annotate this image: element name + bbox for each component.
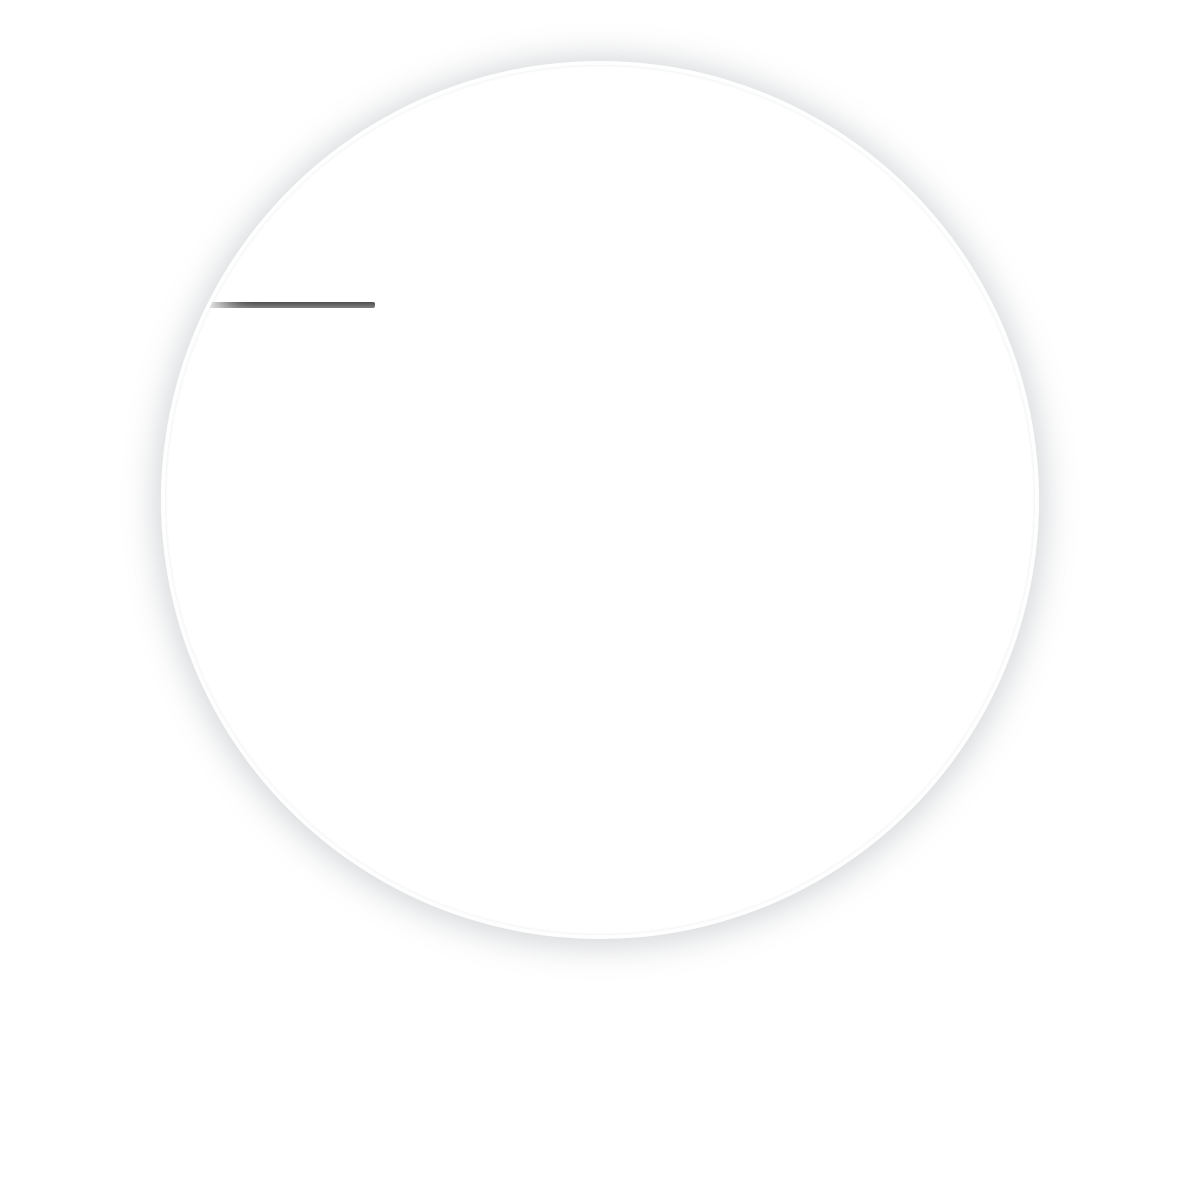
info-banner [0,985,1200,1200]
fold-crease-shadow [205,302,375,308]
magnifier-circle [165,65,1035,935]
